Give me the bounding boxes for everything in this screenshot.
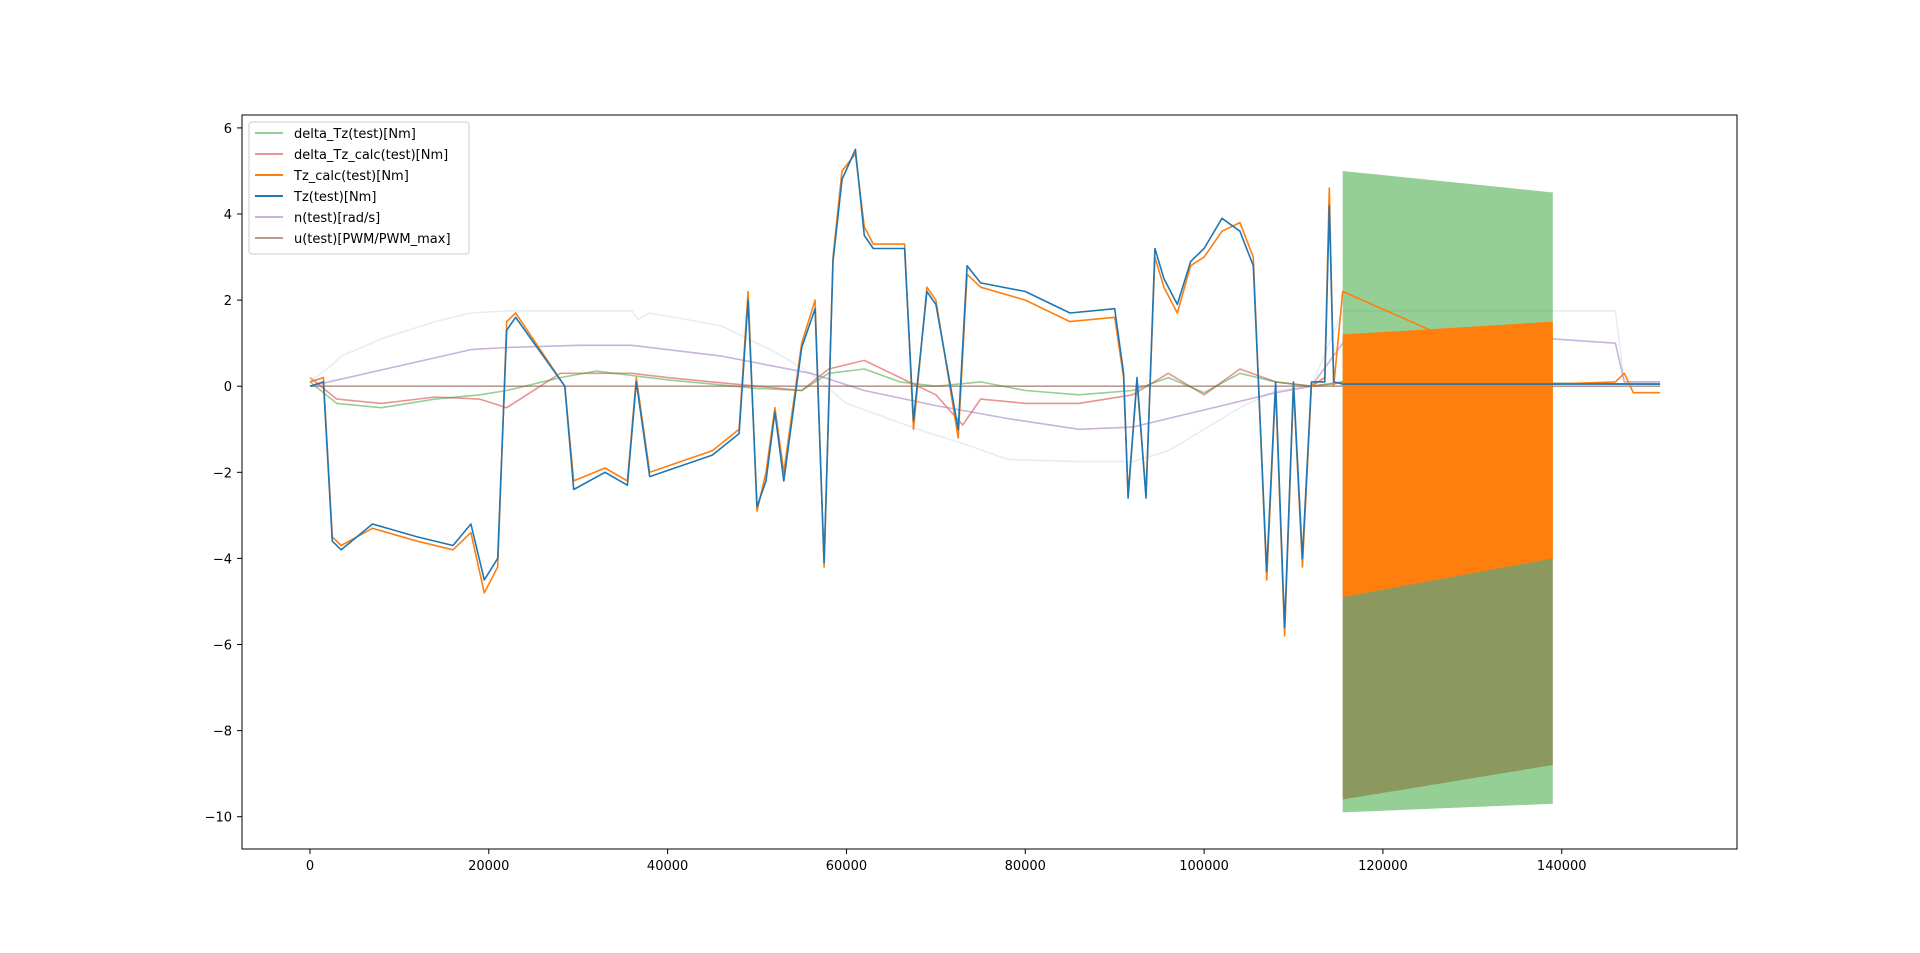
x-tick-label: 100000 bbox=[1179, 859, 1229, 874]
legend-label: delta_Tz_calc(test)[Nm] bbox=[294, 148, 448, 163]
series-line-tz-test-nm bbox=[309, 148, 1661, 629]
legend-label: Tz_calc(test)[Nm] bbox=[293, 169, 409, 184]
y-tick-label: −10 bbox=[205, 811, 232, 826]
x-tick-label: 0 bbox=[306, 859, 314, 874]
legend-label: u(test)[PWM/PWM_max] bbox=[294, 232, 451, 247]
series-layer bbox=[309, 148, 1661, 813]
legend-label: Tz(test)[Nm] bbox=[293, 190, 376, 205]
y-tick-label: 2 bbox=[224, 294, 232, 309]
x-tick-label: 60000 bbox=[826, 859, 867, 874]
y-tick-label: −8 bbox=[213, 725, 232, 740]
series-band-tz-calc-test-nm bbox=[1342, 321, 1553, 598]
x-tick-label: 140000 bbox=[1537, 859, 1587, 874]
y-tick-label: −2 bbox=[213, 466, 232, 481]
y-tick-label: −4 bbox=[213, 552, 232, 567]
y-tick-label: 4 bbox=[224, 208, 232, 223]
x-tick-label: 20000 bbox=[468, 859, 509, 874]
legend-label: n(test)[rad/s] bbox=[294, 211, 380, 226]
legend-box bbox=[248, 121, 470, 255]
series-line-delta-tz-test-nm bbox=[309, 368, 1661, 409]
legend-label: delta_Tz(test)[Nm] bbox=[294, 127, 416, 142]
y-tick-label: 6 bbox=[224, 122, 232, 137]
x-tick-label: 40000 bbox=[647, 859, 688, 874]
y-tick-label: −6 bbox=[213, 639, 232, 654]
axes-frame bbox=[241, 114, 1738, 850]
x-tick-label: 120000 bbox=[1358, 859, 1408, 874]
x-axis: 0 20000 40000 60000 80000 100000 120000 140000 bbox=[306, 849, 1587, 874]
legend: delta_Tz(test)[Nm] delta_Tz_calc(test)[Nm… bbox=[248, 121, 470, 255]
y-tick-label: 0 bbox=[224, 380, 232, 395]
y-axis: 6 4 2 0 −2 −4 −6 −8 −10 bbox=[205, 122, 242, 826]
x-tick-label: 80000 bbox=[1005, 859, 1046, 874]
